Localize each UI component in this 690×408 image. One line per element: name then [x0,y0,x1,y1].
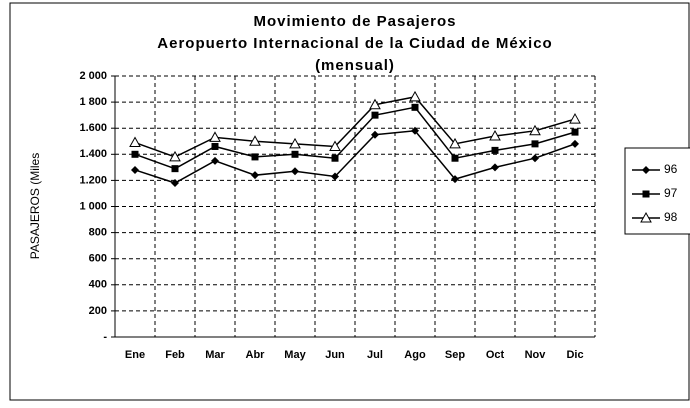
marker [251,171,259,180]
x-tick-label: Mar [205,349,225,361]
marker [411,126,419,135]
x-tick-label: Ene [125,349,145,361]
y-tick-label: 600 [89,253,107,265]
marker [171,179,179,188]
marker [131,150,139,158]
marker [569,113,581,124]
chart-subtitle: Aeropuerto Internacional de la Ciudad de… [157,35,552,52]
x-tick-label: Nov [525,349,547,361]
x-tick-label: Sep [445,349,465,361]
marker [131,165,139,174]
marker [329,140,341,151]
marker [449,137,461,149]
marker [491,163,499,172]
marker [411,103,419,111]
y-tick-label: 1 800 [79,96,107,108]
marker [371,130,379,139]
y-tick-label: 1.200 [79,174,107,186]
x-tick-label: May [284,349,306,361]
marker [331,172,339,181]
marker [129,136,141,148]
x-tick-label: Dic [566,349,583,361]
chart-title: Movimiento de Pasajeros [253,13,456,30]
legend-marker [640,211,652,223]
marker [171,165,179,173]
marker [371,111,379,119]
x-tick-label: Jul [367,349,383,361]
marker [211,156,219,165]
legend-marker [642,190,650,198]
marker [331,154,339,162]
marker [489,130,501,141]
marker [531,140,539,148]
y-tick-label: 800 [89,227,107,239]
marker [249,135,261,146]
y-tick-label: 1 000 [79,200,107,212]
marker [291,150,299,158]
marker [531,154,539,163]
marker [169,150,181,162]
x-tick-label: Ago [404,349,426,361]
y-tick-label: - [103,331,107,343]
y-tick-label: 200 [89,305,107,317]
marker [291,167,299,176]
y-tick-label: 400 [89,279,107,291]
marker [211,142,219,150]
legend-box [624,147,690,235]
marker [571,139,579,148]
y-tick-label: 1.400 [79,148,107,160]
x-tick-label: Jun [325,349,345,361]
marker [451,154,459,162]
legend-marker [642,166,650,174]
y-tick-label: 2 000 [79,70,107,82]
marker [491,146,499,154]
marker [369,98,381,110]
y-tick-label: 1.600 [79,122,107,134]
marker [529,124,541,136]
y-axis-label: PASAJEROS (Miles [28,153,42,259]
x-tick-label: Abr [246,349,266,361]
legend-label: 96 [664,162,678,176]
legend-label: 97 [664,186,678,200]
marker [289,137,301,149]
series-line [134,130,576,184]
x-tick-label: Feb [165,349,185,361]
marker [409,90,421,102]
series-line [134,96,576,158]
marker [251,153,259,161]
marker [209,131,221,142]
series-line [134,106,576,170]
x-tick-label: Oct [486,349,505,361]
marker [451,175,459,184]
marker [571,128,579,136]
legend-label: 98 [664,210,678,224]
chart-subtitle: (mensual) [315,57,395,74]
